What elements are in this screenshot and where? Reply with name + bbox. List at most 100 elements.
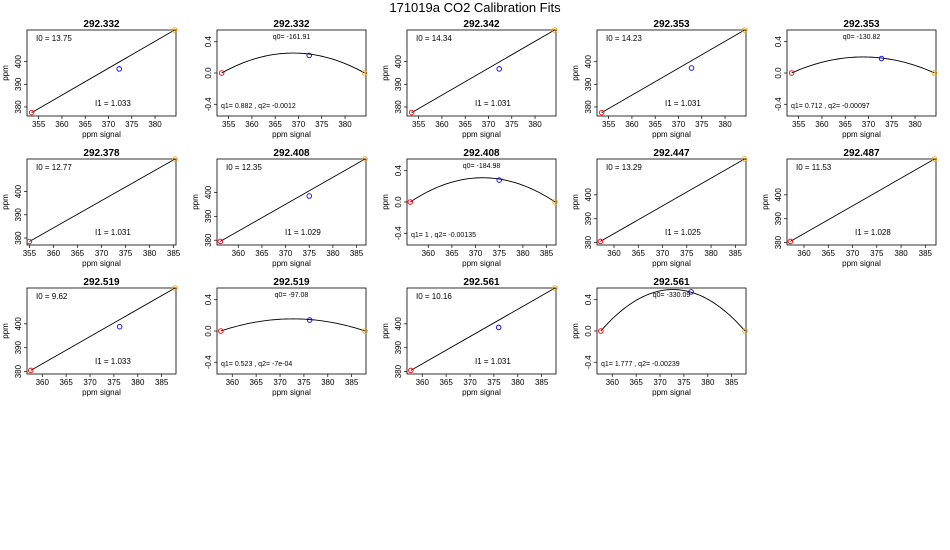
x-tick-label: 380 (338, 120, 352, 129)
y-tick-label: 0.4 (584, 294, 593, 306)
intercept-annotation: I0 = 14.34 (416, 34, 452, 43)
x-tick-label: 365 (79, 120, 93, 129)
q0-annotation: q0= -130.82 (843, 34, 881, 41)
data-point (172, 285, 178, 291)
y-tick-label: 400 (774, 188, 783, 202)
slope-annotation: I1 = 1.031 (665, 99, 701, 108)
x-tick-label: 375 (680, 249, 694, 258)
x-tick-label: 375 (303, 249, 317, 258)
data-point (218, 328, 224, 334)
data-point (787, 238, 794, 245)
x-tick-label: 385 (345, 378, 359, 387)
q0-annotation: q0= -330.09 (653, 292, 691, 299)
panel-title: 292.332 (83, 19, 120, 30)
x-axis-label: ppm signal (82, 388, 121, 397)
data-point (408, 109, 415, 116)
data-point (788, 70, 795, 76)
data-point (407, 199, 414, 205)
x-tick-label: 385 (540, 249, 554, 258)
x-tick-label: 380 (321, 378, 335, 387)
x-tick-label: 360 (422, 249, 436, 258)
x-tick-label: 365 (439, 378, 453, 387)
intercept-annotation: I0 = 13.75 (36, 34, 72, 43)
plot-frame (26, 29, 177, 117)
x-tick-label: 375 (125, 120, 139, 129)
fit-line (600, 158, 745, 242)
data-point (496, 66, 502, 72)
y-tick-label: 0.4 (394, 165, 403, 177)
panel-title: 292.408 (463, 148, 500, 159)
data-point (552, 285, 558, 291)
y-tick-label: 390 (394, 77, 403, 91)
plot-frame (406, 29, 557, 117)
calibration-panel: 292.561 360 365 370 375 380 385 -0.4 0.0 0.4 ppm s… (571, 277, 748, 397)
x-tick-label: 355 (412, 120, 426, 129)
data-point (551, 27, 558, 33)
x-tick-label: 365 (445, 249, 459, 258)
slope-annotation: I1 = 1.029 (285, 228, 321, 237)
slope-annotation: I1 = 1.031 (95, 228, 131, 237)
x-tick-label: 385 (167, 249, 181, 258)
data-point (362, 328, 368, 334)
x-tick-label: 370 (95, 249, 109, 258)
y-tick-label: 380 (584, 235, 593, 249)
y-tick-label: 400 (394, 317, 403, 331)
y-tick-label: 400 (394, 54, 403, 68)
data-point (28, 367, 34, 374)
y-tick-label: 390 (204, 209, 213, 223)
data-point (408, 367, 414, 374)
calibration-panel: 292.332 355 360 365 370 375 380 -0.4 0.0 0.4 ppm s… (204, 19, 368, 139)
calibration-panel: 292.342 355 360 365 370 375 380 380 390 400 ppm si… (381, 19, 558, 139)
x-tick-label: 375 (870, 249, 884, 258)
x-tick-label: 375 (107, 378, 121, 387)
x-tick-label: 370 (279, 249, 293, 258)
y-tick-label: 390 (14, 208, 23, 222)
y-tick-label: 0.4 (204, 294, 213, 306)
fit-line (29, 158, 176, 242)
fit-line (601, 29, 745, 113)
x-tick-label: 380 (516, 249, 530, 258)
x-tick-label: 380 (718, 120, 732, 129)
x-tick-label: 380 (511, 378, 525, 387)
plot-frame (596, 29, 747, 117)
data-point (598, 109, 605, 116)
x-tick-label: 365 (839, 120, 853, 129)
x-tick-label: 375 (885, 120, 899, 129)
data-point (597, 238, 604, 245)
q0-annotation: q0= -161.91 (273, 34, 311, 41)
fit-line (220, 158, 366, 242)
x-tick-label: 380 (131, 378, 145, 387)
x-tick-label: 360 (797, 249, 811, 258)
x-tick-label: 370 (656, 249, 670, 258)
x-axis-label: ppm signal (842, 130, 881, 139)
data-point (741, 27, 748, 33)
panel-title: 292.561 (653, 277, 690, 288)
x-tick-label: 380 (701, 378, 715, 387)
panel-title: 292.353 (843, 19, 880, 30)
data-point (931, 70, 938, 76)
x-tick-label: 360 (55, 120, 69, 129)
y-tick-label: 390 (774, 212, 783, 226)
y-axis-label: ppm (1, 194, 10, 210)
x-axis-label: ppm signal (272, 259, 311, 268)
x-axis-label: ppm signal (652, 259, 691, 268)
x-tick-label: 370 (102, 120, 116, 129)
y-tick-label: 0.0 (394, 196, 403, 208)
y-axis-label: ppm (381, 65, 390, 81)
intercept-annotation: I0 = 11.53 (796, 163, 832, 172)
q-coefficients-annotation: q1= 0.523 , q2= -7e-04 (221, 361, 292, 368)
data-point (171, 27, 178, 33)
x-tick-label: 360 (47, 249, 61, 258)
x-axis-label: ppm signal (82, 259, 121, 268)
panel-title: 292.378 (83, 148, 120, 159)
x-tick-label: 385 (350, 249, 364, 258)
data-point (361, 70, 368, 76)
y-tick-label: 380 (394, 364, 403, 378)
data-point (496, 177, 502, 183)
data-point (931, 156, 938, 162)
data-point (306, 52, 312, 59)
fit-line (410, 287, 556, 371)
plot-frame (596, 158, 747, 246)
data-point (688, 65, 695, 71)
